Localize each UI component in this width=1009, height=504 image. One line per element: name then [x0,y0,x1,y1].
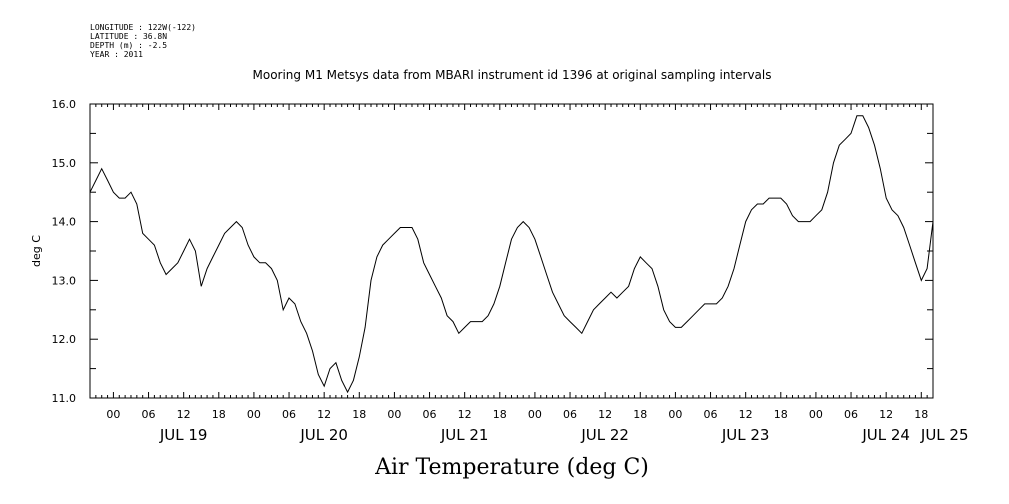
chart-title: Mooring M1 Metsys data from MBARI instru… [253,68,772,82]
x-tick-label: 18 [212,408,226,421]
x-tick-label: 18 [633,408,647,421]
x-tick-label: 12 [879,408,893,421]
x-tick-label: 18 [352,408,366,421]
x-tick-label: 00 [528,408,542,421]
x-tick-label: 06 [704,408,718,421]
y-tick-label: 15.0 [52,157,77,170]
day-label: JUL 19 [159,426,208,444]
x-tick-label: 06 [563,408,577,421]
day-label: JUL 24 [861,426,910,444]
day-label: JUL 21 [440,426,489,444]
x-tick-label: 06 [142,408,156,421]
day-label: JUL 23 [721,426,770,444]
series-line [89,115,934,394]
x-tick-label: 12 [177,408,191,421]
day-label: JUL 20 [299,426,348,444]
x-tick-label: 12 [739,408,753,421]
header-depth: DEPTH (m) : -2.5 [90,41,167,50]
y-tick-label: 11.0 [52,392,77,405]
x-tick-label: 00 [809,408,823,421]
y-tick-label: 16.0 [52,98,77,111]
axis-ticks [89,103,934,399]
header-year: YEAR : 2011 [90,50,143,59]
x-tick-label: 06 [282,408,296,421]
header-longitude: LONGITUDE : 122W(-122) [90,23,196,32]
y-axis-label: deg C [30,235,43,267]
x-tick-label: 00 [247,408,261,421]
y-tick-label: 12.0 [52,333,77,346]
header-info: LONGITUDE : 122W(-122) LATITUDE : 36.8N … [90,23,196,59]
x-tick-label: 12 [598,408,612,421]
x-tick-label: 18 [914,408,928,421]
day-label: JUL 25 [920,426,969,444]
plot-frame [89,103,934,399]
day-labels: JUL 19 JUL 20 JUL 21 JUL 22 JUL 23 JUL 24 JUL … [159,426,969,444]
x-tick-label: 00 [668,408,682,421]
x-axis-label: Air Temperature (deg C) [374,455,649,480]
x-tick-label: 18 [774,408,788,421]
y-tick-label: 13.0 [52,274,77,287]
y-tick-labels: 11.0 12.0 13.0 14.0 15.0 16.0 [52,98,77,405]
day-label: JUL 22 [580,426,629,444]
x-tick-label: 00 [106,408,120,421]
x-tick-labels: 00 06 12 18 00 06 12 18 00 06 12 18 00 06 12 18 00 06 12 18… [106,408,928,421]
x-tick-label: 18 [493,408,507,421]
x-tick-label: 12 [458,408,472,421]
x-tick-label: 12 [317,408,331,421]
x-tick-label: 00 [387,408,401,421]
x-tick-label: 06 [423,408,437,421]
x-tick-label: 06 [844,408,858,421]
y-tick-label: 14.0 [52,216,77,229]
header-latitude: LATITUDE : 36.8N [90,32,167,41]
